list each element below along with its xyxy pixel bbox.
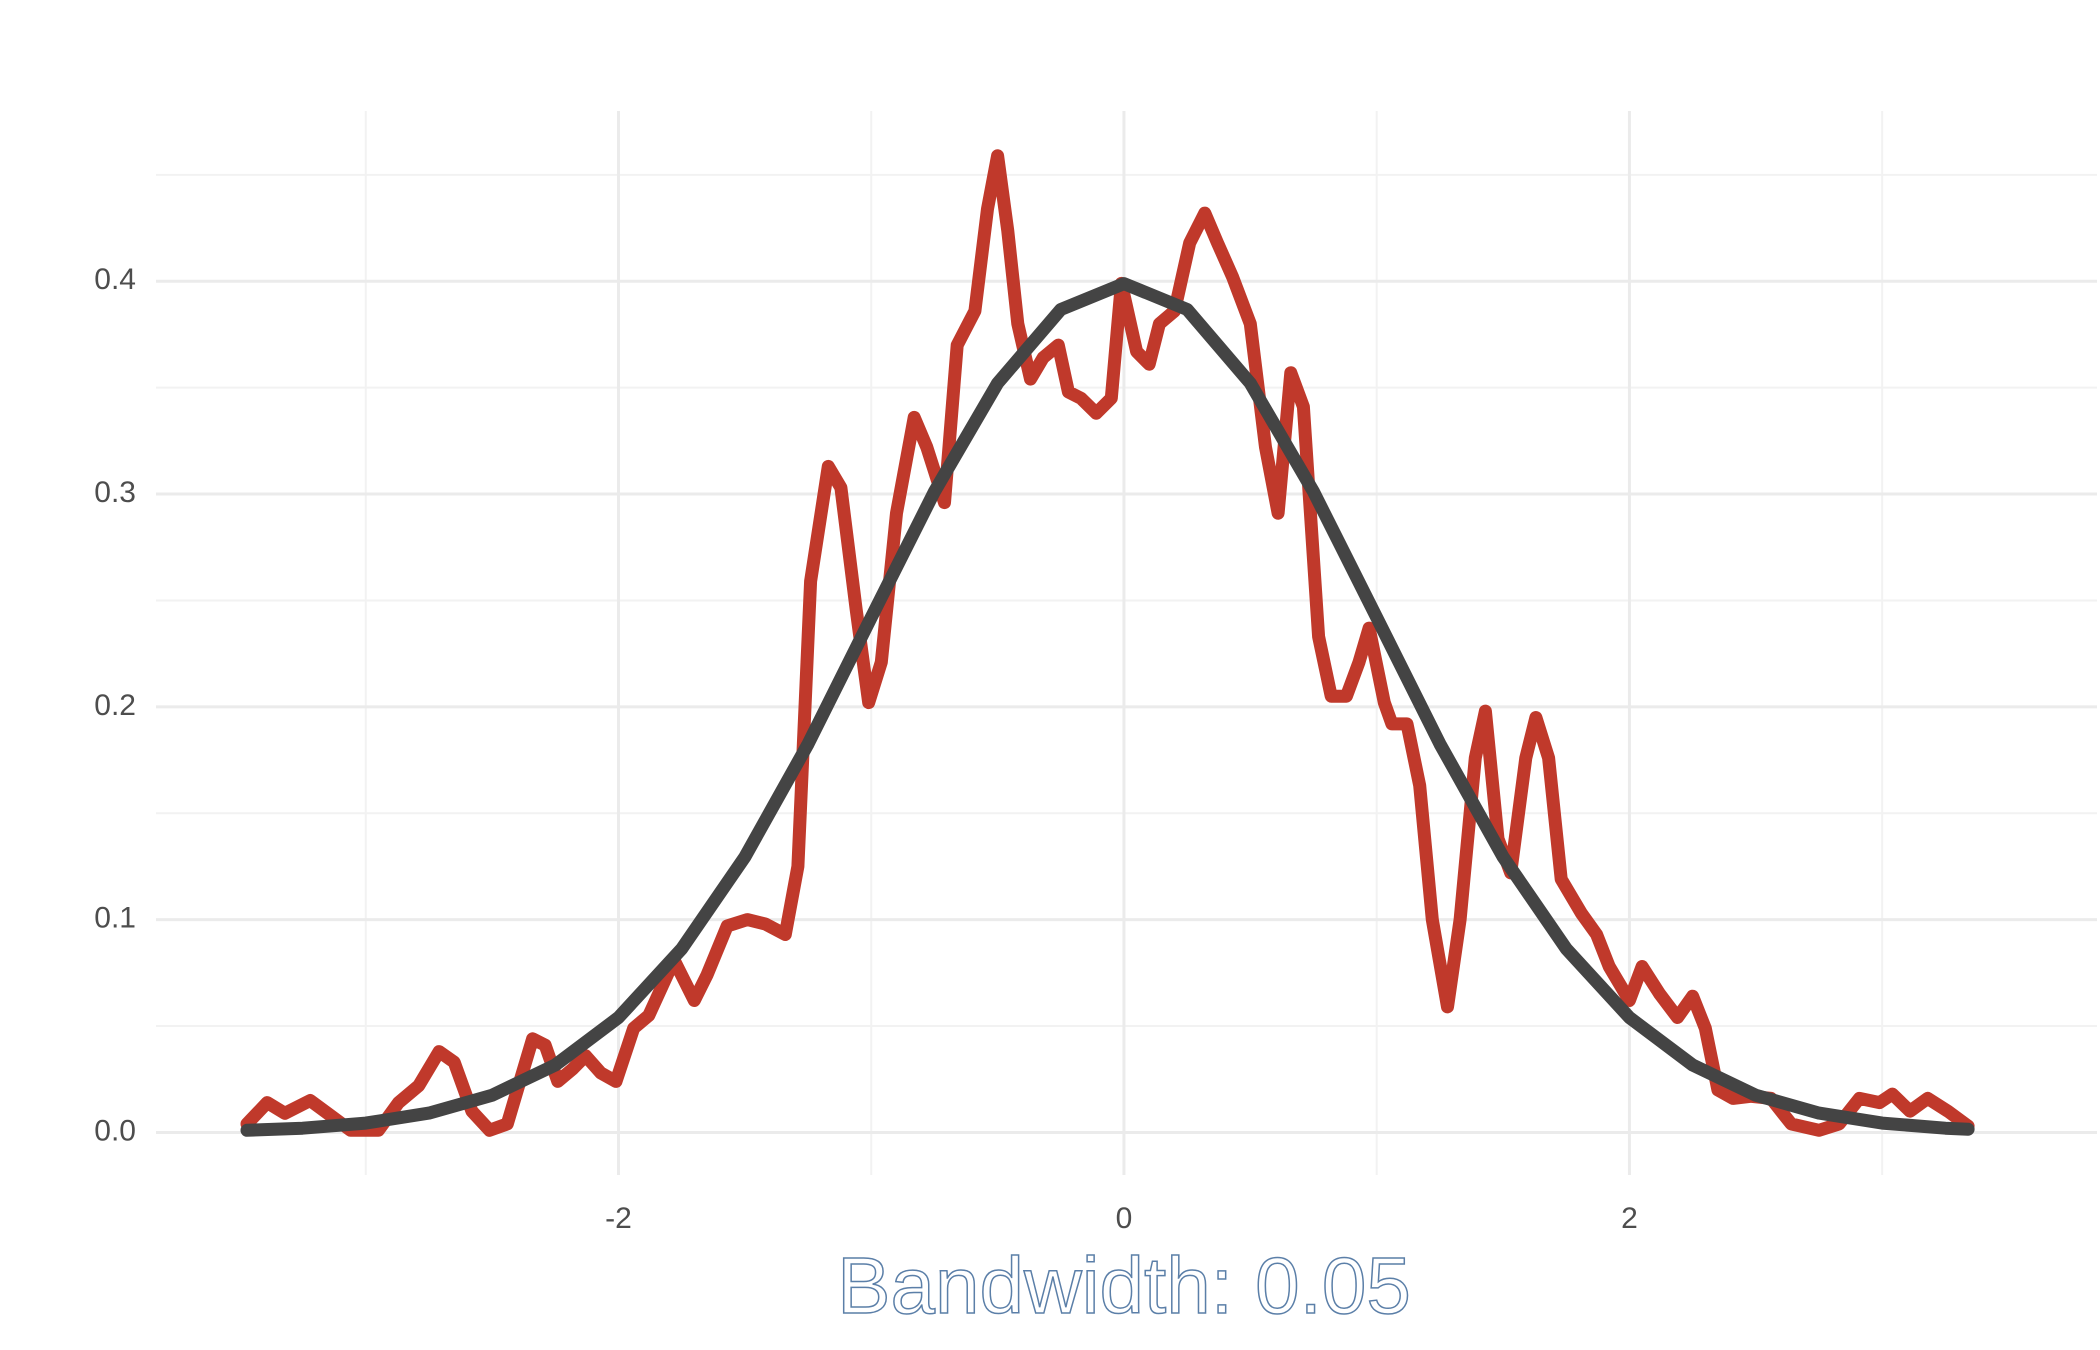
x-tick-label: -2	[605, 1202, 632, 1235]
x-axis-label: Bandwidth: 0.05	[837, 1241, 1411, 1330]
x-tick-label: 0	[1116, 1202, 1133, 1235]
data-line	[240, 149, 1975, 1137]
y-tick-label: 0.2	[94, 689, 136, 722]
x-tick-label: 2	[1621, 1202, 1638, 1235]
y-tick-label: 0.1	[94, 902, 136, 935]
y-tick-label: 0.3	[94, 476, 136, 509]
data-line	[240, 277, 1975, 1137]
y-tick-label: 0.4	[94, 263, 136, 296]
y-tick-label: 0.0	[94, 1114, 136, 1147]
